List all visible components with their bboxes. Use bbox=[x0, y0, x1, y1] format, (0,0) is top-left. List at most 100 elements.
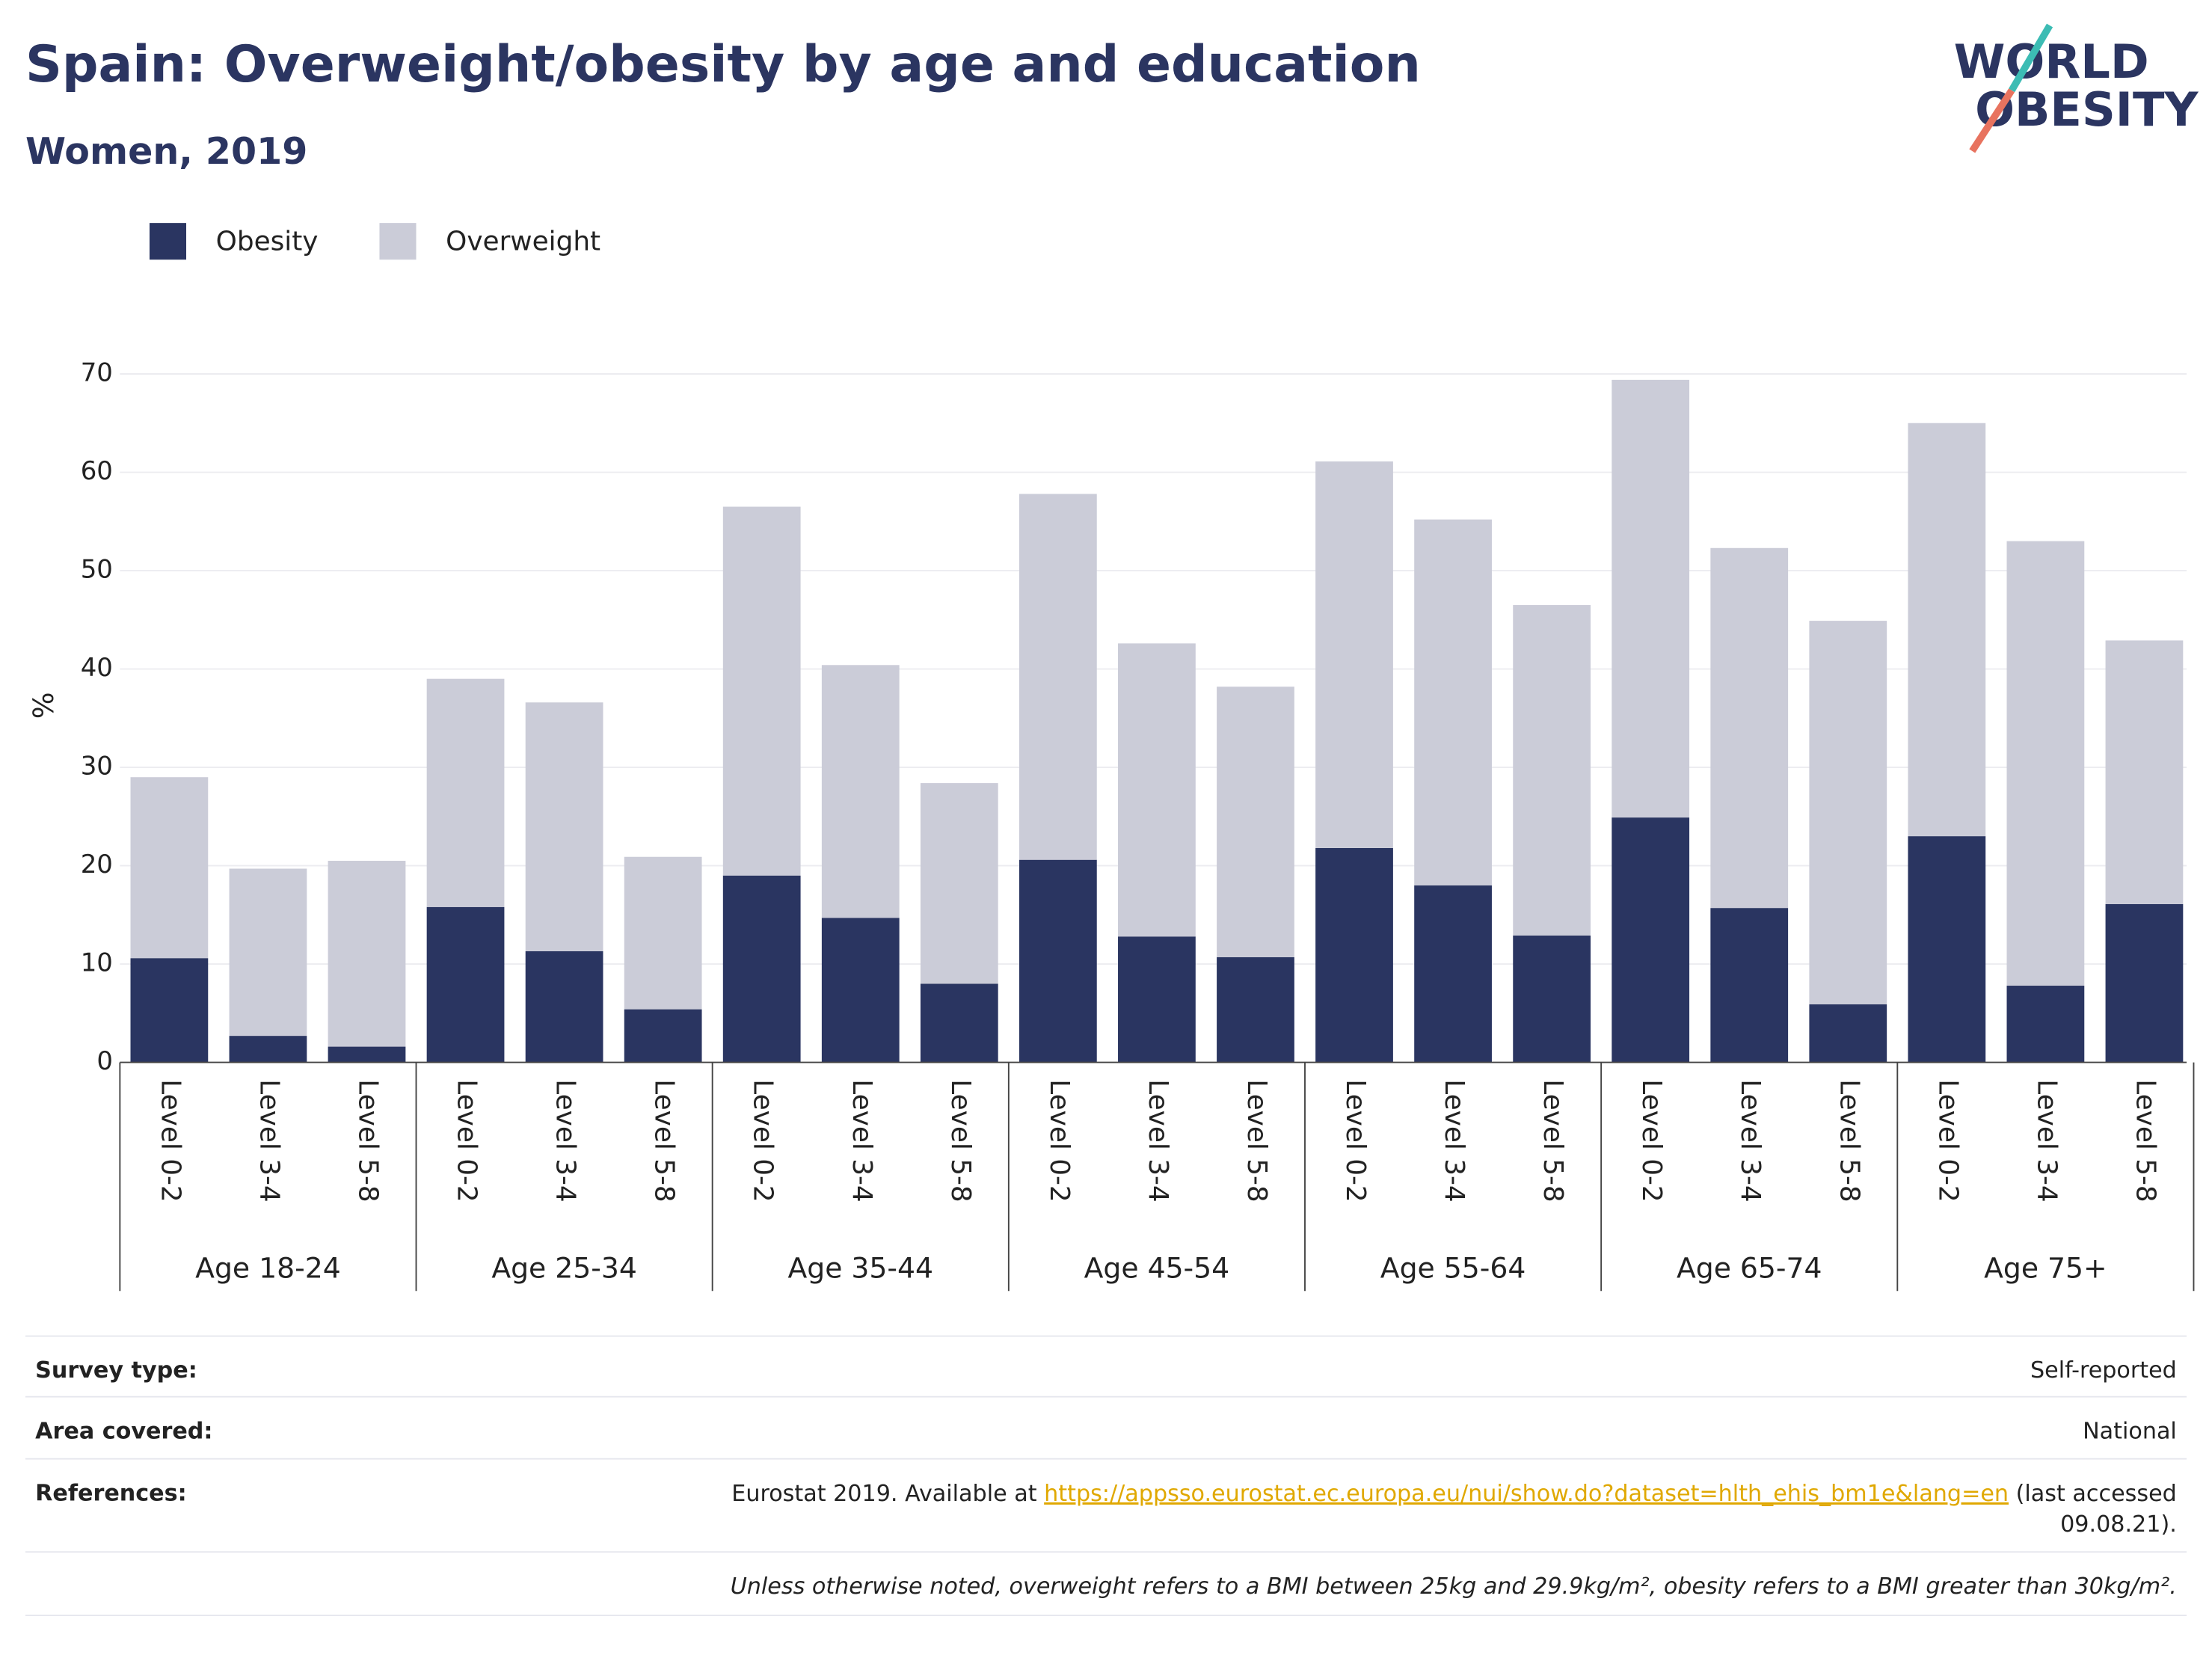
group-label: Age 55-64 bbox=[1380, 1251, 1526, 1284]
reference-link[interactable]: https://appsso.eurostat.ec.europa.eu/nui… bbox=[1044, 1480, 2009, 1506]
bar-segment bbox=[1217, 957, 1294, 1063]
bar-segment bbox=[821, 918, 900, 1063]
y-tick-label: 10 bbox=[81, 948, 113, 978]
logo-slash bbox=[2009, 23, 2053, 93]
y-tick-label: 30 bbox=[81, 752, 113, 782]
bar-segment bbox=[1513, 605, 1591, 936]
x-tick-label: Level 0-2 bbox=[1932, 1079, 1963, 1202]
group-label: Age 25-34 bbox=[491, 1251, 637, 1284]
bar-segment bbox=[1118, 936, 1196, 1063]
x-tick-label: Level 3-4 bbox=[1735, 1079, 1766, 1202]
footer-value: Eurostat 2019. Available at https://apps… bbox=[731, 1480, 2177, 1506]
x-tick-label: Level 3-4 bbox=[847, 1079, 877, 1202]
bar-segment bbox=[328, 860, 406, 1047]
bar-segment bbox=[2105, 903, 2184, 1063]
bar-segment bbox=[130, 777, 209, 959]
x-tick-label: Level 3-4 bbox=[2031, 1079, 2062, 1202]
y-tick-label: 0 bbox=[96, 1046, 113, 1076]
bar-segment bbox=[624, 1009, 702, 1063]
group-label: Age 35-44 bbox=[787, 1251, 933, 1284]
group-label: Age 65-74 bbox=[1677, 1251, 1822, 1284]
logo-slash bbox=[1969, 88, 2015, 153]
footer-value: Self-reported bbox=[2030, 1357, 2177, 1384]
y-tick-label: 70 bbox=[81, 357, 113, 387]
x-tick-label: Level 5-8 bbox=[649, 1079, 680, 1202]
bar-segment bbox=[1019, 859, 1097, 1063]
y-tick-label: 60 bbox=[81, 456, 113, 486]
footer-note: Unless otherwise noted, overweight refer… bbox=[731, 1573, 2177, 1600]
y-tick-label: 50 bbox=[81, 555, 113, 585]
reference-text: (last accessed bbox=[2009, 1480, 2177, 1506]
x-tick-label: Level 0-2 bbox=[748, 1079, 778, 1202]
bar-segment bbox=[920, 983, 998, 1063]
bar-segment bbox=[1315, 847, 1393, 1063]
bar-segment bbox=[722, 875, 801, 1063]
bar-segment bbox=[1809, 1004, 1887, 1063]
bar-segment bbox=[1908, 836, 1986, 1063]
x-tick-label: Level 3-4 bbox=[1143, 1079, 1173, 1202]
bar-segment bbox=[1908, 423, 1986, 837]
bar-segment bbox=[1513, 935, 1591, 1063]
bar-segment bbox=[722, 506, 801, 876]
bar-segment bbox=[328, 1046, 406, 1063]
bar-segment bbox=[2105, 640, 2184, 904]
reference-text: Eurostat 2019. Available at bbox=[731, 1480, 1044, 1506]
bar-segment bbox=[1612, 379, 1690, 818]
logo-text: WORLD bbox=[1954, 34, 2149, 89]
bar-segment bbox=[920, 783, 998, 984]
group-label: Age 18-24 bbox=[195, 1251, 341, 1284]
bar-segment bbox=[1217, 687, 1294, 957]
x-tick-label: Level 5-8 bbox=[2130, 1079, 2160, 1202]
legend-label: Obesity bbox=[216, 227, 319, 257]
x-tick-label: Level 3-4 bbox=[1439, 1079, 1469, 1202]
x-tick-label: Level 0-2 bbox=[1636, 1079, 1667, 1202]
bar-segment bbox=[229, 1036, 307, 1063]
bar-segment bbox=[624, 856, 702, 1010]
x-tick-label: Level 0-2 bbox=[1340, 1079, 1371, 1202]
footer-label: Area covered: bbox=[35, 1418, 212, 1444]
x-tick-label: Level 0-2 bbox=[1044, 1079, 1075, 1202]
y-axis-label: % bbox=[27, 692, 60, 719]
logo: WORLD OBESITY bbox=[1954, 23, 2199, 153]
bar-segment bbox=[1710, 908, 1789, 1063]
bar-segment bbox=[1710, 547, 1789, 909]
y-tick-label: 40 bbox=[81, 653, 113, 683]
legend-swatch bbox=[149, 223, 187, 260]
footer-label: Survey type: bbox=[35, 1357, 197, 1384]
bar-segment bbox=[1118, 643, 1196, 937]
footer: Survey type: Self-reported Area covered:… bbox=[25, 1335, 2187, 1617]
x-tick-label: Level 3-4 bbox=[550, 1079, 581, 1202]
bar-segment bbox=[1414, 885, 1492, 1063]
footer-value: National bbox=[2083, 1418, 2177, 1444]
bar-segment bbox=[426, 906, 505, 1063]
bar-segment bbox=[2006, 541, 2085, 986]
bar-segment bbox=[130, 958, 209, 1063]
bar-segment bbox=[2006, 986, 2085, 1063]
bar-segment bbox=[525, 951, 603, 1063]
bar-segment bbox=[1414, 519, 1492, 885]
x-tick-label: Level 5-8 bbox=[1834, 1079, 1864, 1202]
y-tick-label: 20 bbox=[81, 850, 113, 879]
bar-segment bbox=[525, 702, 603, 951]
x-tick-label: Level 0-2 bbox=[452, 1079, 482, 1202]
bar-segment bbox=[426, 678, 505, 907]
x-tick-label: Level 5-8 bbox=[352, 1079, 383, 1202]
x-tick-label: Level 0-2 bbox=[155, 1079, 185, 1202]
bar-segment bbox=[1612, 817, 1690, 1063]
footer-label: References: bbox=[35, 1480, 186, 1506]
bar-segment bbox=[1809, 621, 1887, 1005]
x-tick-label: Level 5-8 bbox=[1537, 1079, 1568, 1202]
x-tick-label: Level 5-8 bbox=[1241, 1079, 1272, 1202]
chart-subtitle: Women, 2019 bbox=[25, 129, 307, 173]
bar-segment bbox=[1315, 461, 1393, 848]
bar-segment bbox=[1019, 494, 1097, 860]
x-tick-label: Level 3-4 bbox=[254, 1079, 284, 1202]
bar-segment bbox=[821, 665, 900, 918]
x-tick-label: Level 5-8 bbox=[945, 1079, 976, 1202]
bar-segment bbox=[229, 868, 307, 1037]
group-label: Age 75+ bbox=[1984, 1251, 2107, 1284]
legend-label: Overweight bbox=[446, 227, 600, 257]
group-label: Age 45-54 bbox=[1084, 1251, 1230, 1284]
